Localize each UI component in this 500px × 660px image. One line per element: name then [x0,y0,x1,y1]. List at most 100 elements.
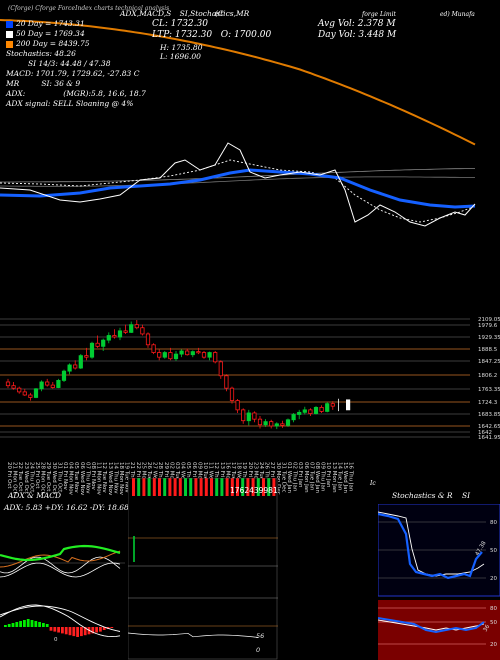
price-tick-label: 1724.3 [478,400,498,406]
si-title-2: SI [462,491,471,500]
day-vol-label: Day Vol: 3.448 M [318,30,397,40]
candle-body [22,391,27,396]
macd-histogram-bar [57,627,60,633]
candle-body [89,342,95,358]
adx-di-plus-line [0,556,121,574]
macd-histogram-bar [23,620,26,627]
force-index-bar [168,478,172,496]
force-index-bar [256,478,260,496]
force-index-bar [272,478,276,496]
candle-body [252,412,257,420]
date-tick-label: 14 Thu Nov [112,462,118,494]
volume-legend: Avg Vol: 2.378 M Day Vol: 3.448 M [318,19,396,41]
candle-body [73,364,78,369]
candle-body [308,409,313,414]
candle-body [291,414,296,421]
stoch-k-line [378,512,483,580]
candle-body [207,352,212,358]
macd-histogram-bar [4,625,7,627]
date-tick-label: 28 Mon Oct [40,462,46,494]
sma50-label: 50 Day = 1769.34 [16,29,85,38]
date-tick-label: 24 Thu Oct [28,462,34,493]
candle-body [95,342,100,347]
macd-histogram-bar [76,627,79,637]
date-tick-label: 12 Tue Nov [101,462,107,493]
macd-histogram-bar [45,624,49,627]
macd-histogram-bar [102,627,106,630]
rsi-value: 36 [483,624,492,633]
macd-histogram-bar [11,623,15,627]
date-tick-label: 17 Tue Dec [230,462,236,493]
adx-mgr-value: (MGR):5.8, 16.6, 18.7 [63,89,146,98]
candle-body [151,344,156,353]
rsi-level-label: 50 [490,620,497,626]
candle-body [257,418,263,426]
date-tick-label: 07 Thu Nov [84,462,90,494]
indicator-legend: 20 Day = 1743.31 50 Day = 1769.34 200 Da… [6,19,146,109]
date-tick-label: 01 Wed Jan [286,462,292,493]
macd-histogram-bar [53,627,57,632]
candle-body [241,409,246,422]
macd-histogram-bar [80,627,83,637]
candle-body [280,423,285,426]
date-tick-label: 18 Mon Nov [118,462,124,496]
candle-body [246,412,251,422]
force-index-bar [147,478,151,496]
chart-title: (Cforge) Cforge ForceIndex charts techni… [8,5,170,12]
macd-histogram-bar [49,627,53,631]
adx-line [0,544,121,562]
candle-body [50,384,55,388]
sma200-row: 200 Day = 8439.75 [6,39,146,49]
date-tick-label: 30 Wed Oct [51,462,57,495]
macd-histogram-bar [95,627,98,633]
candle-body [274,423,279,427]
grey-band-line-2 [0,176,476,187]
force-index-lines [128,536,259,638]
macd-histogram-bar [19,621,22,627]
mr-row: MR SI: 36 & 9 [6,79,146,89]
candle-body [345,399,351,411]
price-line [0,142,476,227]
adx-di-minus-line [0,562,121,578]
sma20-swatch [6,20,13,28]
candle-body [112,335,117,338]
sma200-line [0,19,476,146]
rsi-line [378,617,485,634]
ltp-label: LTP: 1732.30 [152,30,213,40]
ind-tag: ADX,MACD,S [120,9,172,18]
rsi-lines [378,617,485,634]
company-c: (C [215,9,224,18]
sma50-swatch [6,30,13,38]
candle-body [84,355,89,358]
candle-body [313,406,319,414]
candle-body [224,375,229,389]
force-index-border [128,478,278,660]
price-tick-label: 1683.85 [478,412,500,418]
force-index-bar [184,478,187,496]
candle-body [145,333,151,346]
date-tick-label: 20 Fri Oct [6,462,12,489]
price-tick-label: 1763.35 [478,387,500,393]
date-tick-label: 23 Wed Oct [23,462,29,495]
candle-body [106,335,111,341]
date-tick-label: 15 Wed Jan [342,462,348,493]
adx-signal-row: ADX signal: SELL Sloaning @ 4% [6,99,134,108]
candle-body [117,330,123,338]
date-tick-label: 24 Tue Dec [258,462,264,493]
macd-histogram-bar [110,627,114,628]
macd-zero-label: 0 [54,637,58,643]
date-tick-label: 13 Mon Jan [331,462,337,493]
candle-body [235,400,240,411]
candle-body [140,327,145,335]
candle-body [17,387,22,393]
rsi-signal-line [378,619,485,631]
price-tick-label: 1641.95 [478,435,500,441]
date-tick-label: 04 Mon Nov [68,462,74,496]
macd-histogram-bar [99,627,102,632]
candle-body [229,387,235,401]
adx-orange-line [0,550,121,568]
candle-body [123,330,128,333]
sma20-row: 20 Day = 1743.31 [6,19,146,29]
adx-macd-panel: 0 [0,544,125,643]
